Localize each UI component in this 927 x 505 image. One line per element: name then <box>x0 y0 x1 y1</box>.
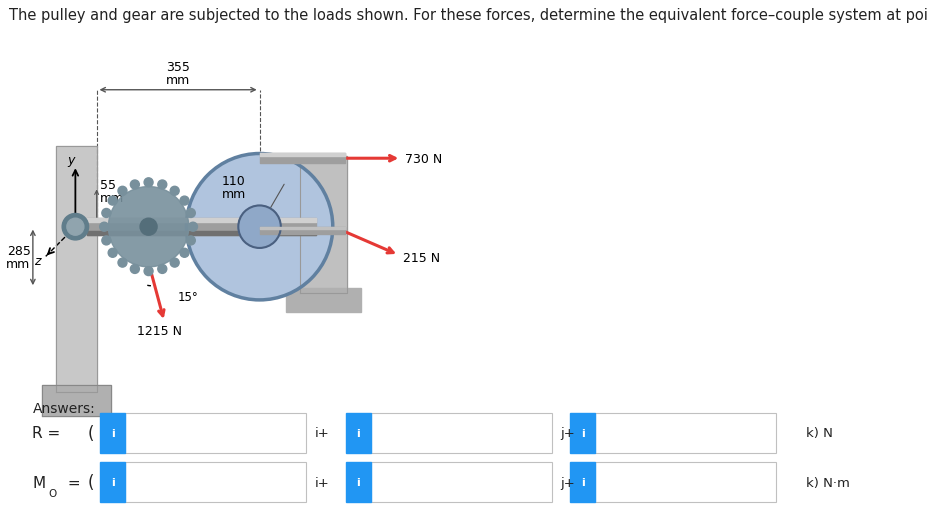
Text: i+: i+ <box>314 476 329 489</box>
Circle shape <box>180 249 189 258</box>
Text: 730 N: 730 N <box>405 153 442 166</box>
Text: 110
mm: 110 mm <box>222 175 246 201</box>
Circle shape <box>100 223 108 232</box>
Circle shape <box>180 197 189 206</box>
FancyBboxPatch shape <box>595 413 776 453</box>
Circle shape <box>102 209 111 218</box>
Text: O: O <box>48 488 57 498</box>
Circle shape <box>186 154 333 300</box>
Circle shape <box>108 187 189 267</box>
FancyBboxPatch shape <box>371 413 552 453</box>
Text: R =: R = <box>32 426 60 440</box>
Circle shape <box>140 219 157 236</box>
Text: k) N·m: k) N·m <box>806 476 850 489</box>
Text: j+: j+ <box>560 427 575 439</box>
Text: The pulley and gear are subjected to the loads shown. For these forces, determin: The pulley and gear are subjected to the… <box>9 8 927 23</box>
Text: i: i <box>580 428 585 438</box>
Circle shape <box>158 265 167 274</box>
Circle shape <box>186 209 196 218</box>
Circle shape <box>131 181 139 189</box>
Text: 55
mm: 55 mm <box>100 178 124 205</box>
Circle shape <box>188 223 197 232</box>
FancyBboxPatch shape <box>595 462 776 502</box>
Text: 355
mm: 355 mm <box>166 61 190 86</box>
Text: (: ( <box>88 424 95 442</box>
Text: i: i <box>580 477 585 487</box>
Text: x: x <box>139 226 146 239</box>
Circle shape <box>67 219 83 236</box>
FancyBboxPatch shape <box>570 462 595 502</box>
Circle shape <box>186 236 196 245</box>
Text: i: i <box>356 477 361 487</box>
Circle shape <box>158 181 167 189</box>
Polygon shape <box>286 288 362 312</box>
FancyBboxPatch shape <box>371 462 552 502</box>
Text: y: y <box>67 154 74 167</box>
Circle shape <box>108 249 117 258</box>
Circle shape <box>62 214 89 240</box>
FancyBboxPatch shape <box>125 413 306 453</box>
Text: i: i <box>110 477 115 487</box>
Text: Answers:: Answers: <box>32 401 95 416</box>
Text: O: O <box>78 217 86 227</box>
Circle shape <box>238 206 281 248</box>
Circle shape <box>118 187 127 196</box>
FancyBboxPatch shape <box>125 462 306 502</box>
FancyBboxPatch shape <box>100 462 125 502</box>
Text: 15°: 15° <box>178 291 198 304</box>
Text: i+: i+ <box>314 427 329 439</box>
FancyBboxPatch shape <box>100 413 125 453</box>
Polygon shape <box>43 385 111 416</box>
Circle shape <box>144 267 153 276</box>
FancyBboxPatch shape <box>346 462 371 502</box>
Circle shape <box>171 259 179 268</box>
Text: 215 N: 215 N <box>402 251 439 265</box>
FancyBboxPatch shape <box>570 413 595 453</box>
Text: k) N: k) N <box>806 427 833 439</box>
Text: =: = <box>63 475 81 490</box>
Text: j+: j+ <box>560 476 575 489</box>
Circle shape <box>144 178 153 187</box>
Text: (: ( <box>88 473 95 491</box>
Circle shape <box>171 187 179 196</box>
Text: i: i <box>110 428 115 438</box>
Text: z: z <box>33 254 40 267</box>
Text: M: M <box>32 475 45 490</box>
Text: 285
mm: 285 mm <box>6 245 31 271</box>
FancyBboxPatch shape <box>346 413 371 453</box>
Polygon shape <box>299 157 347 293</box>
Text: i: i <box>356 428 361 438</box>
Circle shape <box>131 265 139 274</box>
Circle shape <box>118 259 127 268</box>
Circle shape <box>108 197 117 206</box>
Circle shape <box>102 236 111 245</box>
Text: 1215 N: 1215 N <box>137 324 183 337</box>
Polygon shape <box>57 147 96 392</box>
